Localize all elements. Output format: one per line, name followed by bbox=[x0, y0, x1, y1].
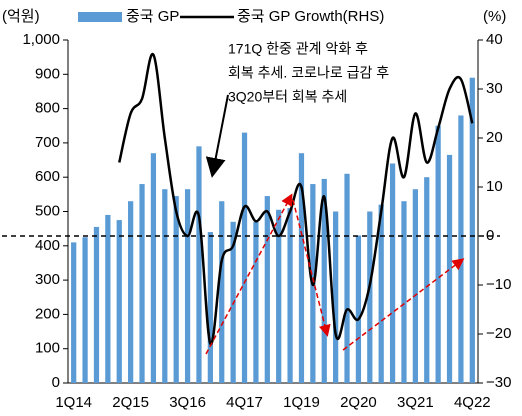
bar bbox=[253, 221, 259, 383]
bar bbox=[105, 214, 111, 383]
y2-tick-label: −10 bbox=[486, 276, 511, 293]
annotation: 회복 추세. 코로나로 급감 후 bbox=[228, 65, 389, 81]
bar bbox=[355, 235, 362, 383]
y-tick-label: 200 bbox=[35, 305, 60, 322]
y-tick-label: 300 bbox=[35, 271, 60, 288]
x-tick-label: 2Q20 bbox=[340, 394, 377, 411]
y2-tick-label: 20 bbox=[486, 129, 503, 146]
annotation: 171Q 한중 관계 악화 후 bbox=[228, 41, 368, 57]
bar bbox=[287, 208, 293, 383]
y-tick-label: 800 bbox=[35, 100, 60, 117]
y-tick-label: 100 bbox=[35, 340, 60, 357]
bar bbox=[207, 232, 213, 383]
bar bbox=[116, 220, 122, 383]
x-tick-label: 4Q22 bbox=[454, 394, 491, 411]
y2-tick-label: 10 bbox=[486, 178, 503, 195]
y-tick-label: 500 bbox=[35, 202, 60, 219]
bar bbox=[446, 154, 453, 383]
x-tick-label: 4Q17 bbox=[226, 394, 263, 411]
x-tick-label: 1Q19 bbox=[283, 394, 320, 411]
bar bbox=[82, 237, 88, 383]
y2-tick-label: −20 bbox=[486, 325, 511, 342]
y-tick-label: 600 bbox=[35, 168, 60, 185]
bar bbox=[333, 211, 339, 383]
y-tick-label: 0 bbox=[52, 374, 60, 391]
bar bbox=[71, 242, 77, 383]
annotation: 3Q20부터 회복 추세 bbox=[228, 89, 347, 105]
bar bbox=[219, 201, 225, 383]
bar bbox=[401, 201, 407, 383]
annotation-arrow bbox=[205, 94, 229, 178]
bar bbox=[412, 189, 418, 383]
trend-arrow bbox=[342, 258, 465, 351]
legend-label: 중국 GP bbox=[126, 8, 179, 25]
y2-tick-label: −30 bbox=[486, 374, 511, 391]
line bbox=[118, 53, 474, 346]
y-tick-label: 400 bbox=[35, 237, 60, 254]
bar bbox=[276, 209, 282, 383]
bar bbox=[264, 196, 270, 383]
bar bbox=[435, 125, 441, 383]
x-tick-label: 3Q21 bbox=[397, 394, 434, 411]
bar bbox=[241, 132, 248, 383]
y2-tick-label: 40 bbox=[486, 31, 503, 48]
bar bbox=[93, 226, 100, 383]
trend-arrow bbox=[205, 193, 293, 355]
bar bbox=[321, 178, 327, 383]
bar bbox=[150, 153, 157, 383]
bar bbox=[139, 184, 145, 383]
y2-tick-label: 30 bbox=[486, 80, 503, 97]
bar bbox=[469, 77, 475, 383]
x-tick-label: 2Q15 bbox=[112, 394, 149, 411]
x-tick-label: 3Q16 bbox=[169, 394, 206, 411]
bar bbox=[196, 146, 202, 383]
y-unit: (억원) bbox=[2, 8, 40, 25]
y-tick-label: 1,000 bbox=[22, 31, 60, 48]
bar bbox=[298, 153, 305, 383]
bar bbox=[184, 189, 191, 383]
bar bbox=[458, 115, 464, 384]
legend-label: 중국 GP Growth(RHS) bbox=[237, 8, 384, 25]
legend-swatch bbox=[78, 12, 122, 22]
bar bbox=[344, 173, 350, 383]
bar bbox=[128, 201, 134, 383]
bar bbox=[173, 196, 179, 383]
bar bbox=[367, 211, 373, 383]
bar bbox=[389, 163, 396, 383]
trend-arrow bbox=[292, 199, 331, 337]
y-tick-label: 700 bbox=[35, 134, 60, 151]
bar bbox=[378, 204, 384, 383]
y-tick-label: 900 bbox=[35, 65, 60, 82]
x-tick-label: 1Q14 bbox=[55, 394, 92, 411]
bar bbox=[424, 177, 430, 383]
bar bbox=[162, 189, 168, 383]
y2-unit: (%) bbox=[483, 8, 506, 25]
